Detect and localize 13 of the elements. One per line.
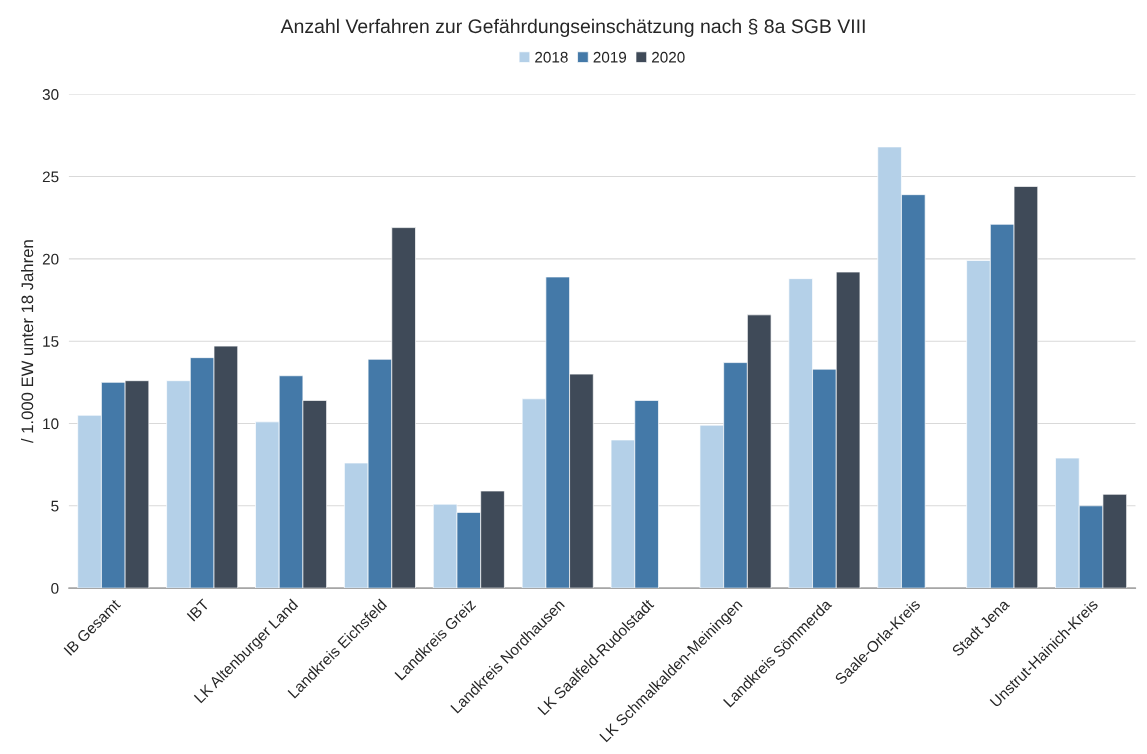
y-tick-label: 20 — [42, 253, 59, 265]
chart-title: Anzahl Verfahren zur Gefährdungseinschätzung nach § 8a SGB VIII — [280, 18, 865, 37]
y-axis-title: / 1.000 EW unter 18 Jahren — [21, 240, 34, 444]
legend-label: 2020 — [652, 51, 685, 63]
x-tick-label: IBT — [186, 598, 210, 622]
y-tick-label: 10 — [43, 418, 59, 430]
y-tick-label: 25 — [42, 171, 59, 183]
y-tick-label: 30 — [42, 89, 59, 100]
y-tick-label: 5 — [51, 500, 59, 512]
legend-label: 2019 — [593, 51, 627, 63]
y-tick-label: 0 — [51, 582, 59, 594]
y-tick-label: 15 — [43, 336, 59, 347]
legend-label: 2018 — [535, 51, 568, 63]
